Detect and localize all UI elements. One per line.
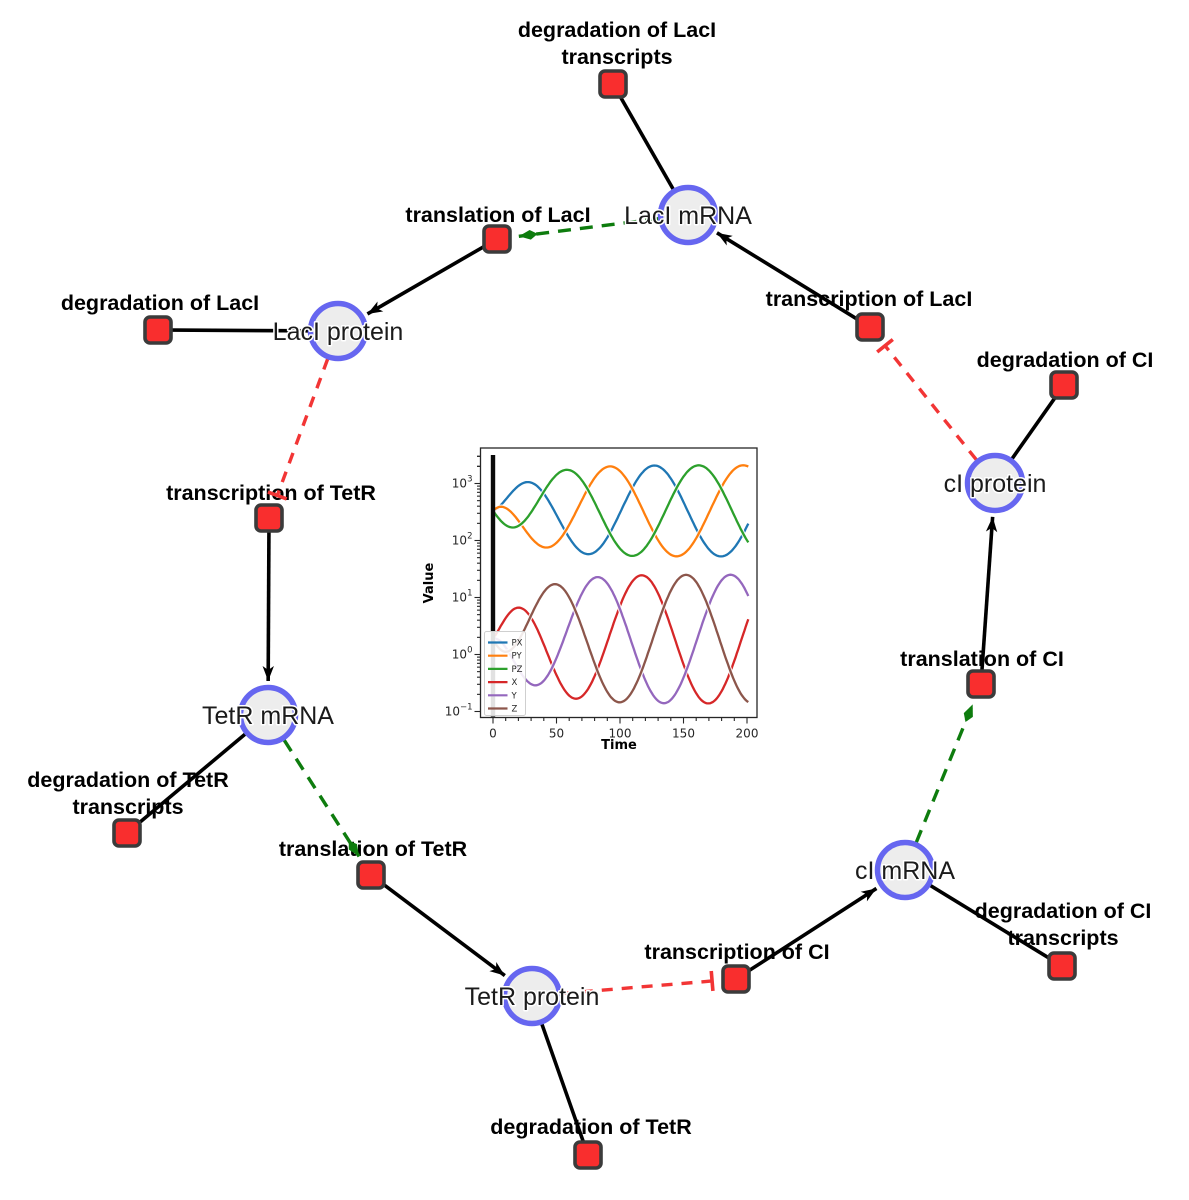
reaction-node-transcription-tetr[interactable] xyxy=(254,503,284,533)
edge-ci-mrna-to-deg-ci-transcripts xyxy=(929,884,1051,961)
reaction-label-deg-laci: degradation of LacI xyxy=(61,291,259,315)
x-tick-label: 150 xyxy=(672,727,695,741)
species-label-ci-protein: cI protein xyxy=(944,470,1047,498)
species-label-laci-mrna: LacI mRNA xyxy=(624,202,752,230)
reaction-label-deg-tetr: degradation of TetR xyxy=(490,1115,692,1139)
y-tick-label: 10−1 xyxy=(445,703,473,719)
reaction-label-translation-tetr: translation of TetR xyxy=(279,837,468,861)
x-tick-label: 50 xyxy=(549,727,564,741)
curve-Y xyxy=(492,573,750,705)
species-label-laci-protein: LacI protein xyxy=(273,318,404,346)
legend-label-PX: PX xyxy=(512,639,523,649)
edge-transcription-ci-to-ci-mrna xyxy=(746,886,878,973)
chart-axes: 0 50 100 150 200 10−1 100 101 102 103 xyxy=(445,447,759,741)
curve-X xyxy=(492,574,750,705)
curve-PY xyxy=(492,464,749,558)
reaction-node-deg-laci[interactable] xyxy=(143,315,173,345)
species-node-tetr-mrna[interactable] xyxy=(237,684,299,746)
edge-tetr-mrna-to-deg-tetr-transcripts xyxy=(136,732,247,826)
edge-transcription-laci-to-laci-mrna xyxy=(716,231,860,322)
legend-label-X: X xyxy=(512,678,518,688)
plot-frame xyxy=(479,447,758,719)
species-node-ci-mrna[interactable] xyxy=(874,839,936,901)
edges-layer xyxy=(136,95,1058,1143)
edge-translation-ci-to-ci-protein xyxy=(980,516,998,671)
x-tick-label: 100 xyxy=(609,727,632,741)
y-tick-label: 103 xyxy=(452,475,473,491)
reaction-node-deg-tetr-transcripts[interactable] xyxy=(112,818,142,848)
legend-label-PY: PY xyxy=(512,652,523,662)
x-axis-label: Time xyxy=(601,738,637,753)
curve-Z xyxy=(491,573,749,704)
reaction-label-translation-laci: translation of LacI xyxy=(405,203,590,227)
reaction-label-deg-laci-transcripts: degradation of LacI xyxy=(518,18,716,42)
y-tick-label: 100 xyxy=(452,646,473,662)
reaction-label-deg-ci-transcripts: degradation of CI xyxy=(975,899,1152,923)
edge-transcription-tetr-to-tetr-mrna xyxy=(262,531,274,682)
reaction-label-deg-laci-transcripts: transcripts xyxy=(561,45,672,69)
species-node-laci-mrna[interactable] xyxy=(657,184,719,246)
edge-laci-mrna-to-deg-laci-transcripts xyxy=(618,95,675,190)
reaction-label-deg-tetr-transcripts: degradation of TetR xyxy=(27,768,229,792)
legend-label-PZ: PZ xyxy=(512,665,523,675)
reaction-label-deg-ci-transcripts: transcripts xyxy=(1007,926,1118,950)
edge-tetr-protein-to-transcription-ci xyxy=(561,970,715,996)
species-node-ci-protein[interactable] xyxy=(964,452,1026,514)
y-tick-label: 101 xyxy=(452,589,473,605)
chart-legend: PX PY PZ XYZ xyxy=(484,631,526,716)
species-labels-layer: LacI mRNA LacI protein cI protein TetR mRNA… xyxy=(201,201,1048,1013)
reaction-node-deg-tetr[interactable] xyxy=(573,1140,603,1170)
reaction-node-deg-ci[interactable] xyxy=(1049,370,1079,400)
curve-PZ xyxy=(492,464,750,558)
species-node-laci-protein[interactable] xyxy=(307,300,369,362)
y-axis-label: Value xyxy=(422,562,437,603)
species-label-tetr-protein: TetR protein xyxy=(465,983,600,1011)
edge-laci-protein-to-transcription-tetr xyxy=(267,358,330,501)
edge-translation-laci-to-laci-protein xyxy=(366,244,486,316)
x-tick-label: 200 xyxy=(736,727,759,741)
species-label-tetr-mrna: TetR mRNA xyxy=(202,702,334,730)
reaction-node-translation-laci[interactable] xyxy=(482,224,512,254)
reaction-labels-layer: degradation of LacI transcripts translatio… xyxy=(26,17,1155,1141)
reaction-node-transcription-ci[interactable] xyxy=(721,964,751,994)
edge-translation-tetr-to-tetr-protein xyxy=(381,881,506,978)
reaction-node-deg-laci-transcripts[interactable] xyxy=(598,69,628,99)
reaction-label-transcription-ci: transcription of CI xyxy=(644,940,829,964)
edge-ci-protein-to-deg-ci xyxy=(1010,395,1058,460)
node-shapes-layer xyxy=(112,69,1079,1170)
species-label-ci-mrna: cI mRNA xyxy=(855,857,955,885)
edge-ci-protein-to-transcription-laci xyxy=(876,338,978,461)
chart-curves xyxy=(490,462,751,706)
edge-laci-protein-to-deg-laci xyxy=(171,328,309,333)
y-tick-label: 102 xyxy=(452,532,473,548)
reaction-node-translation-ci[interactable] xyxy=(966,669,996,699)
edge-laci-mrna-to-translation-laci xyxy=(518,217,659,240)
legend-label-Z: Z xyxy=(512,705,518,715)
edge-tetr-mrna-to-translation-tetr xyxy=(282,739,361,858)
edge-ci-mrna-to-translation-ci xyxy=(914,703,975,843)
edge-tetr-protein-to-deg-tetr xyxy=(540,1023,586,1143)
reaction-label-deg-ci: degradation of CI xyxy=(977,348,1154,372)
x-tick-label: 0 xyxy=(489,727,497,741)
curve-PX xyxy=(492,464,750,558)
legend-label-Y: Y xyxy=(511,691,518,701)
species-node-tetr-protein[interactable] xyxy=(501,965,563,1027)
reaction-label-transcription-tetr: transcription of TetR xyxy=(166,481,376,505)
reaction-node-deg-ci-transcripts[interactable] xyxy=(1047,951,1077,981)
reaction-node-translation-tetr[interactable] xyxy=(356,860,386,890)
reaction-label-transcription-laci: transcription of LacI xyxy=(766,287,973,311)
reaction-node-transcription-laci[interactable] xyxy=(855,312,885,342)
